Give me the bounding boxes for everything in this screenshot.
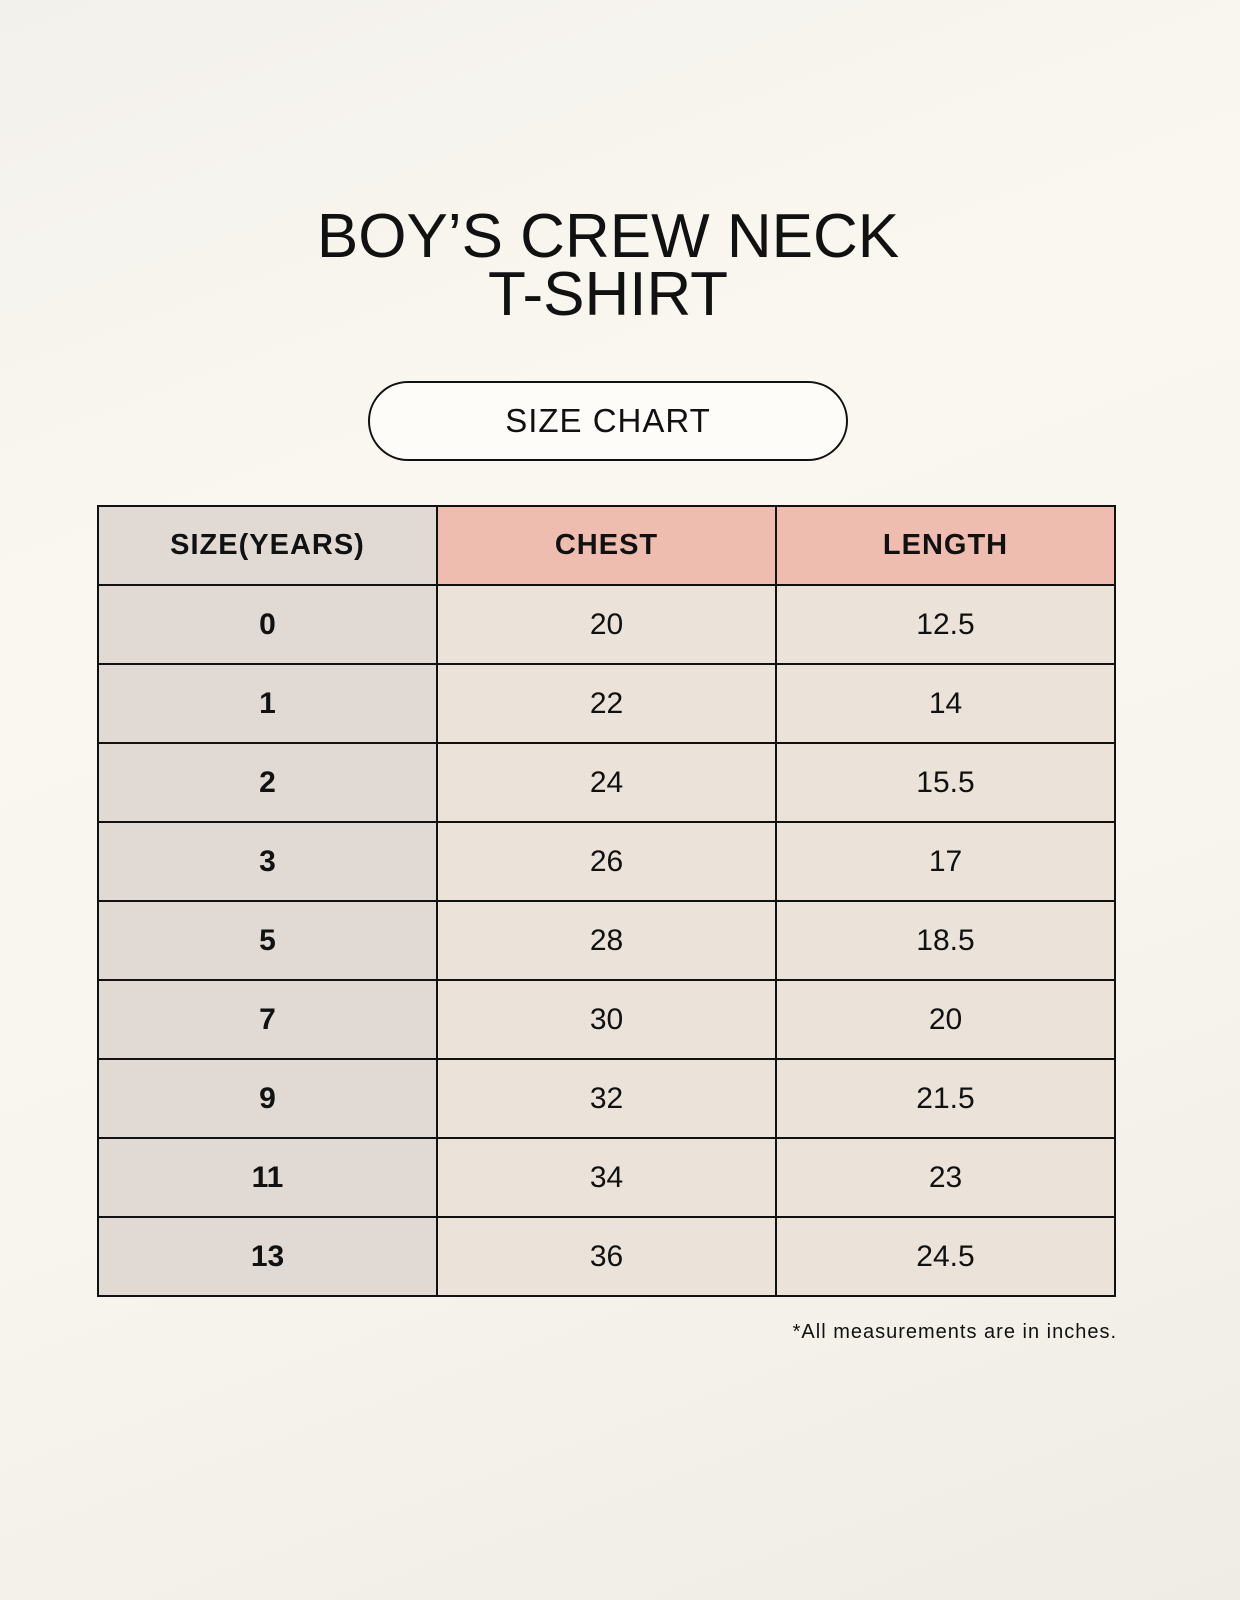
table-cell: 12.5 [775, 584, 1116, 665]
title-line-2: T-SHIRT [488, 260, 728, 329]
table-cell: 32 [436, 1058, 777, 1139]
table-cell: 7 [97, 979, 438, 1060]
title-line-1: BOY’S CREW NECK [316, 202, 900, 271]
table-cell: 1 [97, 663, 438, 744]
table-cell: 21.5 [775, 1058, 1116, 1139]
table-cell: 9 [97, 1058, 438, 1139]
table-cell: 26 [436, 821, 777, 902]
table-row: 5 28 18.5 [97, 900, 1116, 981]
table-header-row: SIZE(YEARS) CHEST LENGTH [97, 505, 1116, 586]
table-row: 3 26 17 [97, 821, 1116, 902]
table-cell: 18.5 [775, 900, 1116, 981]
table-cell: 11 [97, 1137, 438, 1218]
measurement-note: *All measurements are in inches. [792, 1321, 1117, 1343]
table-cell: 34 [436, 1137, 777, 1218]
table-cell: 23 [775, 1137, 1116, 1218]
table-row: 2 24 15.5 [97, 742, 1116, 823]
table-cell: 15.5 [775, 742, 1116, 823]
table-cell: 3 [97, 821, 438, 902]
table-row: 7 30 20 [97, 979, 1116, 1060]
table-cell: 14 [775, 663, 1116, 744]
table-row: 9 32 21.5 [97, 1058, 1116, 1139]
table-cell: 24.5 [775, 1216, 1116, 1297]
table-row: 11 34 23 [97, 1137, 1116, 1218]
column-header: SIZE(YEARS) [97, 505, 438, 586]
table-cell: 13 [97, 1216, 438, 1297]
table-row: 1 22 14 [97, 663, 1116, 744]
table-row: 0 20 12.5 [97, 584, 1116, 665]
table-cell: 2 [97, 742, 438, 823]
table-cell: 20 [775, 979, 1116, 1060]
table-row: 13 36 24.5 [97, 1216, 1116, 1297]
table-cell: 30 [436, 979, 777, 1060]
table-cell: 36 [436, 1216, 777, 1297]
table-cell: 24 [436, 742, 777, 823]
column-header: CHEST [436, 505, 777, 586]
table-cell: 22 [436, 663, 777, 744]
table-cell: 20 [436, 584, 777, 665]
table-cell: 28 [436, 900, 777, 981]
page-title: BOY’S CREW NECK T-SHIRT [0, 202, 1216, 329]
table-cell: 5 [97, 900, 438, 981]
size-chart-label: SIZE CHART [368, 381, 848, 461]
table-cell: 0 [97, 584, 438, 665]
table-cell: 17 [775, 821, 1116, 902]
column-header: LENGTH [775, 505, 1116, 586]
size-chart-table: SIZE(YEARS) CHEST LENGTH 0 20 12.5 1 22 14 2 24 15… [97, 505, 1116, 1297]
